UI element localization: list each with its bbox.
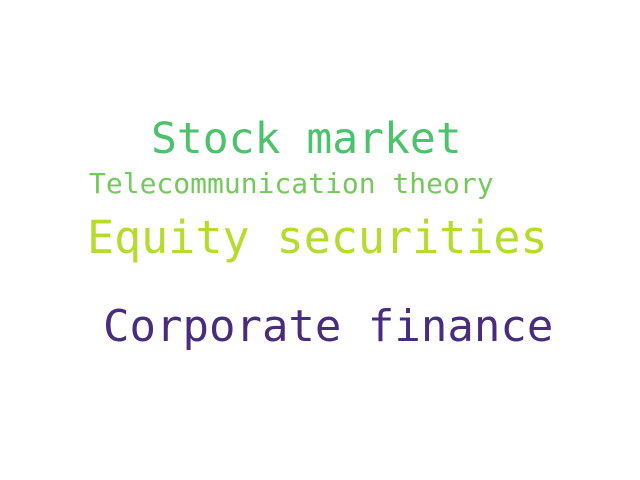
word-telecommunication-theory: Telecommunication theory <box>89 167 494 200</box>
word-equity-securities: Equity securities <box>87 211 548 264</box>
word-stock-market: Stock market <box>151 114 462 164</box>
word-corporate-finance: Corporate finance <box>103 301 554 352</box>
